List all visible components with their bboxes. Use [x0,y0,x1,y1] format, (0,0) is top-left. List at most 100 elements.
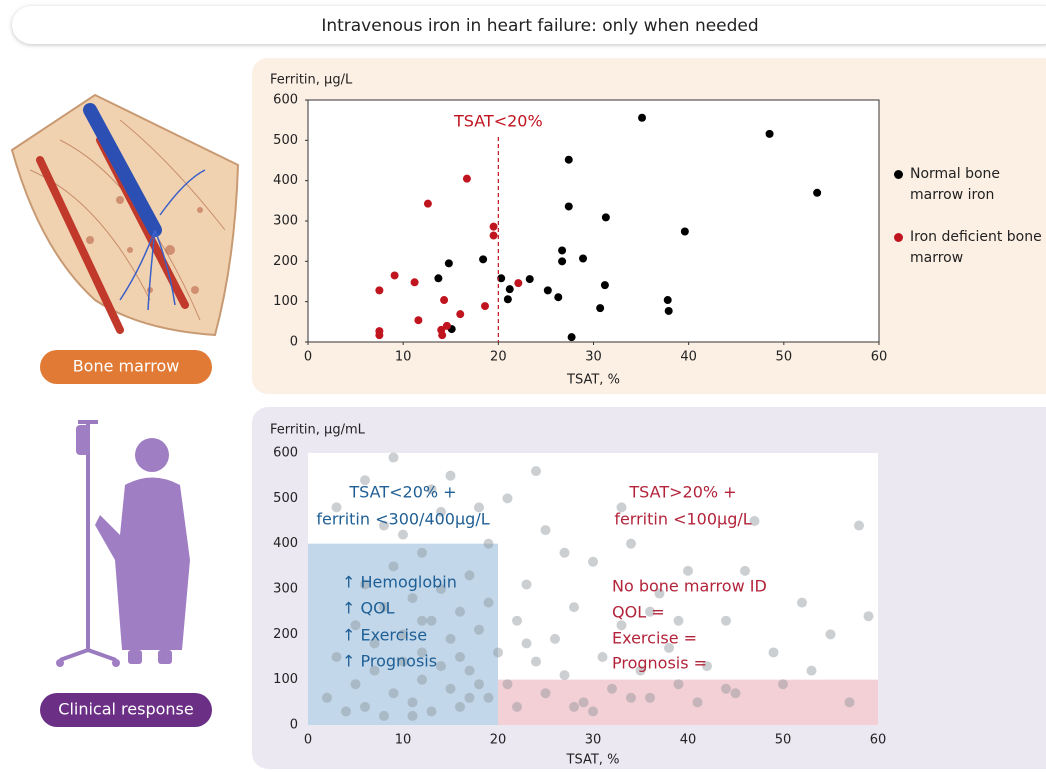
data-point [674,616,684,626]
region-annotation: ↑ Prognosis [342,652,437,671]
legend-label: Normal bone marrow iron [910,166,1000,203]
data-point [579,255,587,263]
figure: Intravenous iron in heart failure: only … [0,0,1046,772]
data-point [484,539,494,549]
data-point [541,525,551,535]
region-annotation: Prognosis = [612,654,707,673]
data-point [411,278,419,286]
region-annotation: ↑ QOL [342,599,395,618]
data-point [568,333,576,341]
data-point [408,711,418,721]
data-point [864,611,874,621]
data-point [813,189,821,197]
data-point [417,548,427,558]
data-point [512,702,522,712]
data-point [845,697,855,707]
y-tick-label: 400 [273,536,298,551]
data-point [522,579,532,589]
data-point [446,634,456,644]
data-point [456,310,464,318]
y-tick-label: 100 [273,672,298,687]
y-axis-title: Ferritin, μg/L [270,73,353,88]
data-point [375,331,383,339]
y-tick-label: 300 [273,214,298,229]
y-tick-label: 500 [273,491,298,506]
data-point [626,693,636,703]
data-point [455,607,465,617]
threshold-label: TSAT<20% [453,112,543,131]
data-point [446,471,456,481]
x-tick-label: 60 [871,350,888,365]
x-axis-title: TSAT, % [566,753,620,768]
y-tick-label: 200 [273,254,298,269]
data-point [389,453,399,463]
data-point [693,697,703,707]
y-tick-label: 200 [273,627,298,642]
data-point [588,557,598,567]
data-point [417,616,427,626]
data-point [445,259,453,267]
data-point [446,684,456,694]
data-point [569,602,579,612]
data-point [531,657,541,667]
x-tick-label: 50 [775,733,792,748]
y-tick-label: 0 [290,335,298,350]
x-tick-label: 40 [680,350,697,365]
legend-label: Iron deficient bone marrow [910,229,1042,266]
data-point [493,647,503,657]
data-point [375,286,383,294]
data-point [602,213,610,221]
panel-label: Clinical response [58,700,193,719]
data-point [601,281,609,289]
x-tick-label: 60 [870,733,887,748]
x-tick-label: 0 [304,350,312,365]
x-tick-label: 10 [395,733,412,748]
data-point [484,693,494,703]
x-tick-label: 30 [585,733,602,748]
region-annotation: QOL = [612,603,665,622]
data-point [503,679,513,689]
data-point [360,702,370,712]
data-point [740,566,750,576]
data-point [322,693,332,703]
data-point [596,304,604,312]
data-point [769,647,779,657]
x-tick-label: 10 [395,350,412,365]
data-point [512,616,522,626]
x-axis-title: TSAT, % [566,373,620,388]
data-point [645,693,655,703]
data-point [351,679,361,689]
data-point [721,684,731,694]
data-point [481,302,489,310]
data-point [558,246,566,254]
data-point [389,561,399,571]
region-annotation: ↑ Exercise [342,626,427,645]
data-point [436,661,446,671]
data-point [391,271,399,279]
data-point [332,652,342,662]
data-point [598,652,608,662]
region-annotation: Exercise = [612,629,697,648]
data-point [474,679,484,689]
y-tick-label: 300 [273,582,298,597]
data-point [474,625,484,635]
y-tick-label: 600 [273,446,298,461]
data-point [479,255,487,263]
data-point [408,593,418,603]
data-point [579,697,589,707]
data-point [554,293,562,301]
data-point [854,521,864,531]
data-point [465,570,475,580]
legend-marker [894,170,903,179]
data-point [731,688,741,698]
y-tick-label: 0 [290,718,298,733]
data-point [398,530,408,540]
data-point [558,257,566,265]
data-point [664,296,672,304]
x-tick-label: 40 [680,733,697,748]
data-point [550,634,560,644]
data-point [408,697,418,707]
data-point [438,331,446,339]
data-point [526,275,534,283]
y-tick-label: 500 [273,133,298,148]
